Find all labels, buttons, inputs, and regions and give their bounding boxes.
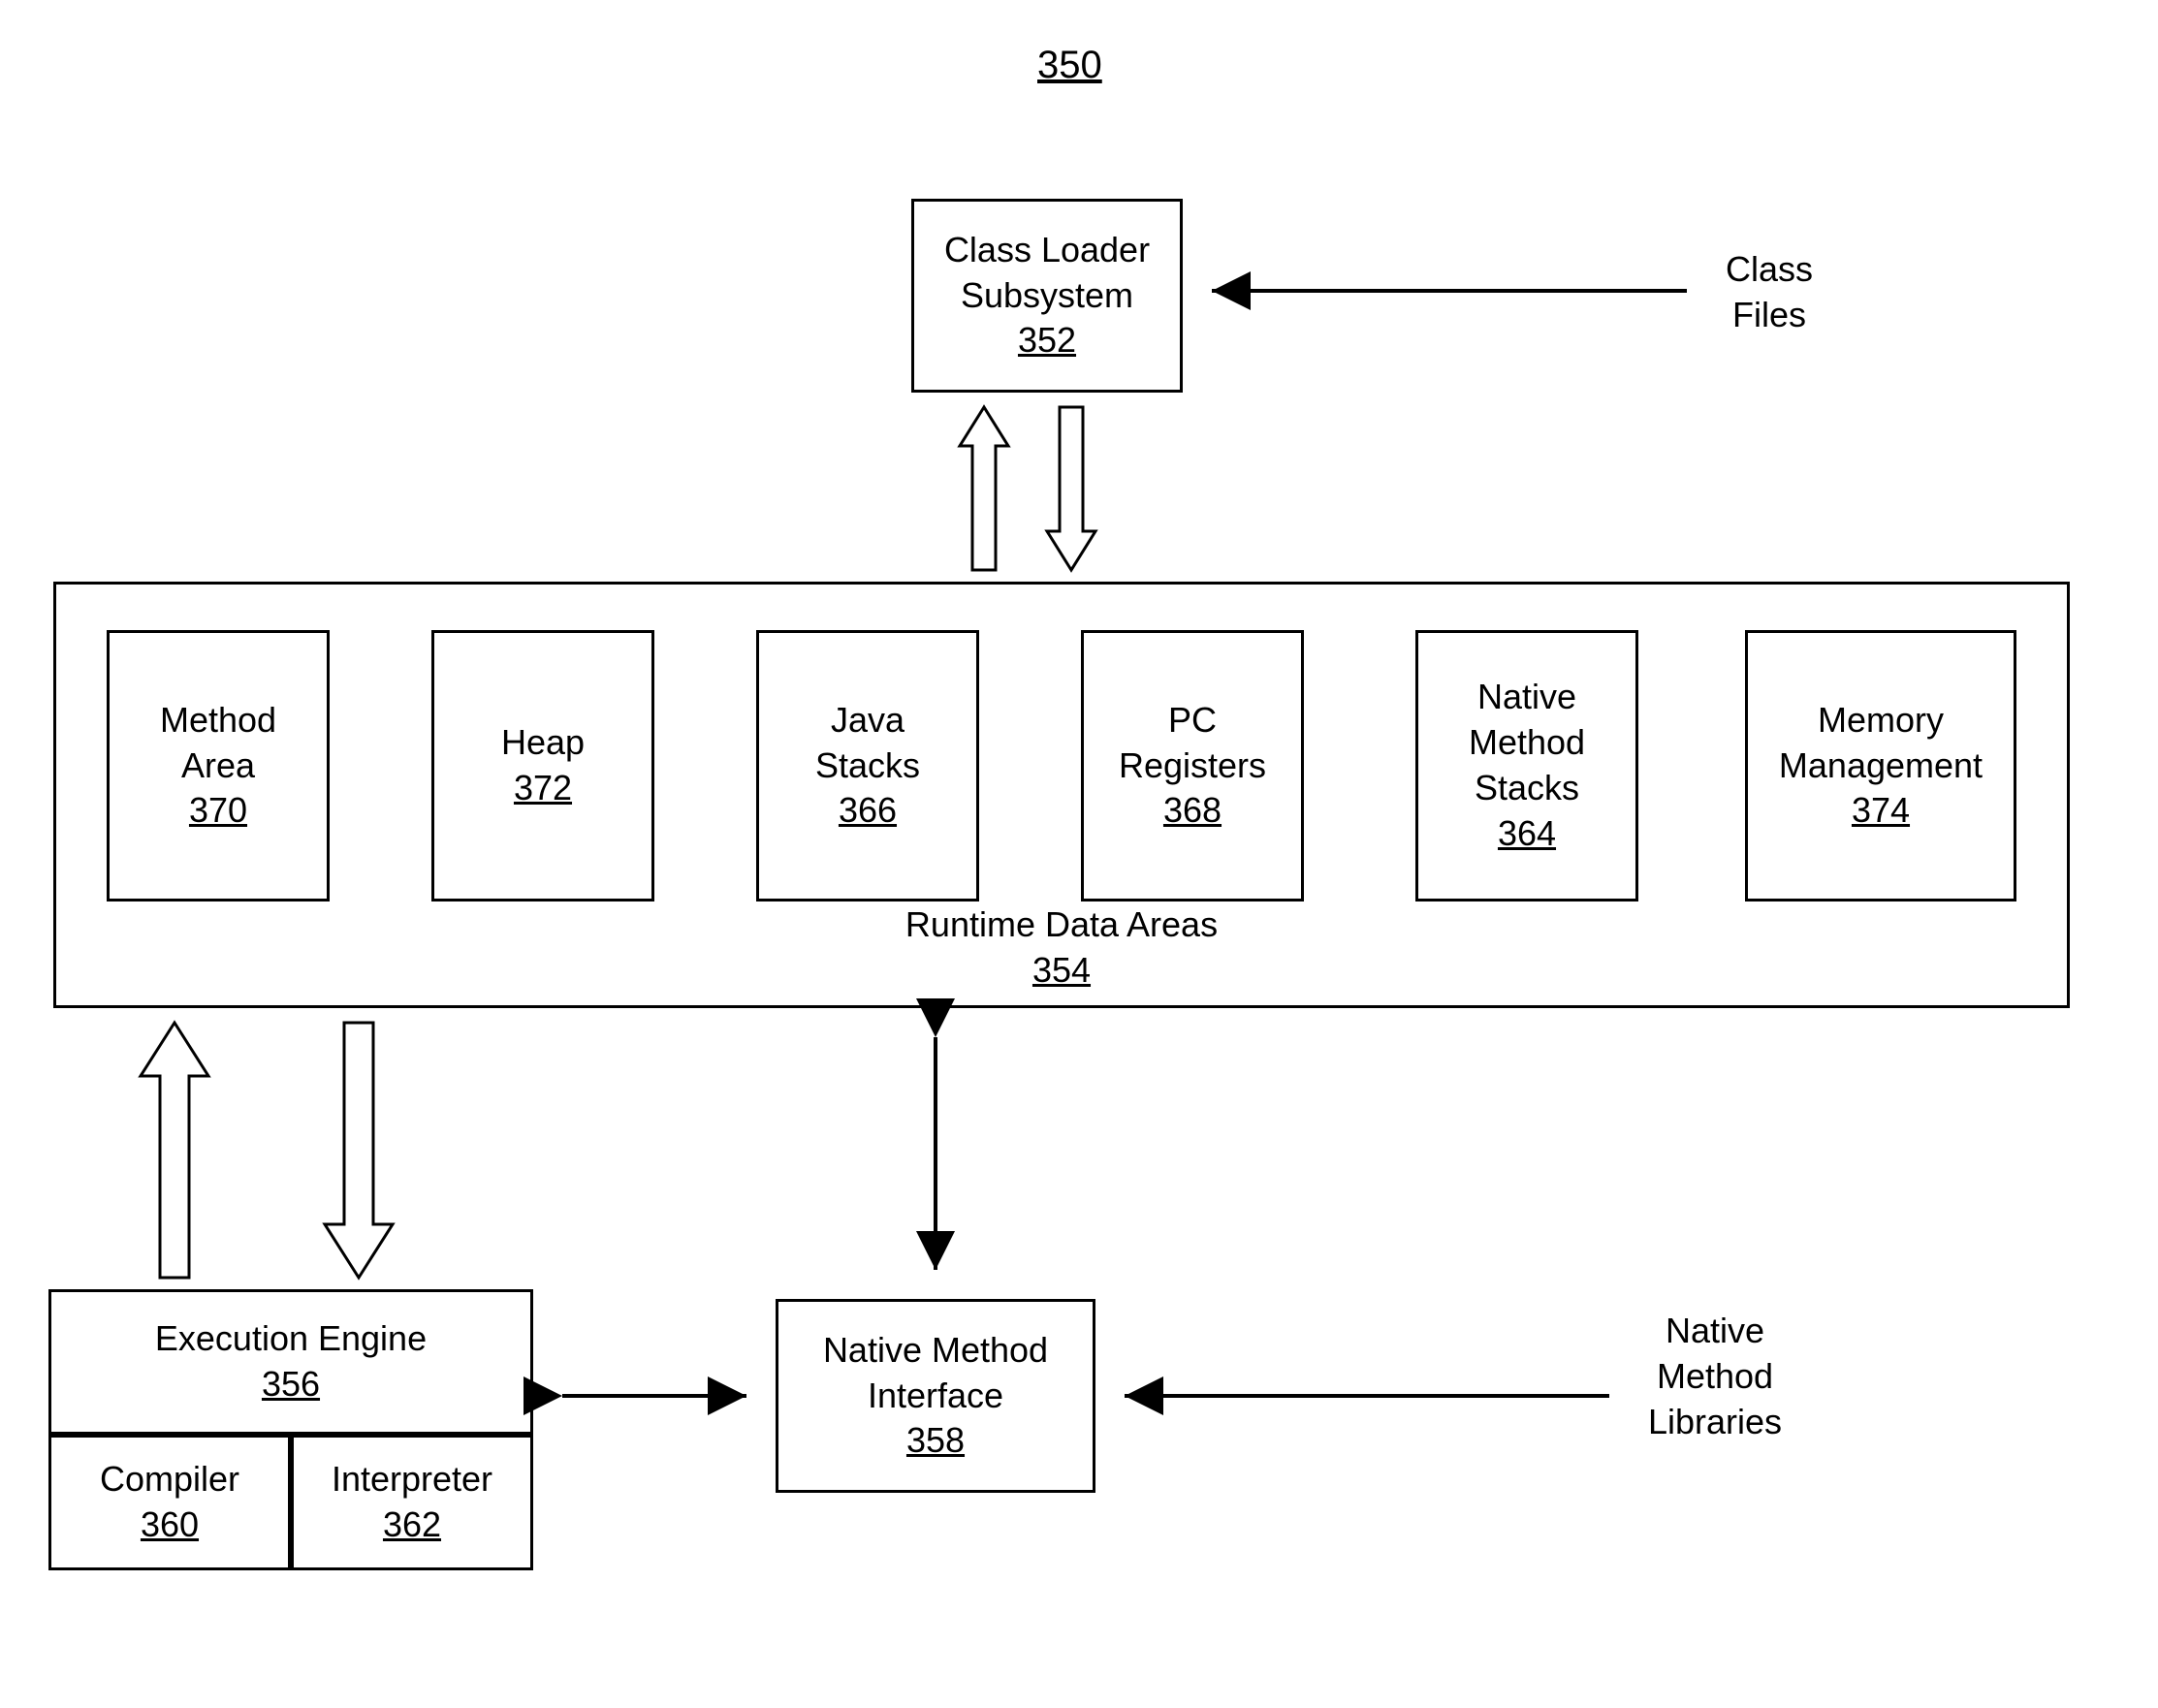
memory-mgmt-box: Memory Management 374: [1745, 630, 2016, 901]
class-loader-line2: Subsystem: [961, 273, 1133, 319]
class-loader-ref: 352: [1018, 318, 1076, 364]
runtime-label: Runtime Data Areas: [905, 902, 1218, 948]
figure-ref: 350: [1037, 44, 1102, 87]
compiler-box: Compiler 360: [48, 1435, 291, 1570]
class-loader-line1: Class Loader: [944, 228, 1150, 273]
native-stacks-box: Native Method Stacks 364: [1415, 630, 1638, 901]
interpreter-box: Interpreter 362: [291, 1435, 533, 1570]
native-interface-box: Native Method Interface 358: [776, 1299, 1095, 1493]
method-area-box: Method Area 370: [107, 630, 330, 901]
native-libs-label: Native Method Libraries: [1648, 1309, 1782, 1444]
jvm-architecture-diagram: 350 Class Loader Subsystem 352 Class Fil…: [0, 0, 2158, 1708]
heap-box: Heap 372: [431, 630, 654, 901]
java-stacks-box: Java Stacks 366: [756, 630, 979, 901]
class-files-label: Class Files: [1726, 247, 1813, 338]
runtime-ref: 354: [1032, 948, 1091, 994]
class-loader-box: Class Loader Subsystem 352: [911, 199, 1183, 393]
pc-registers-box: PC Registers 368: [1081, 630, 1304, 901]
execution-engine-box: Execution Engine 356: [48, 1289, 533, 1435]
